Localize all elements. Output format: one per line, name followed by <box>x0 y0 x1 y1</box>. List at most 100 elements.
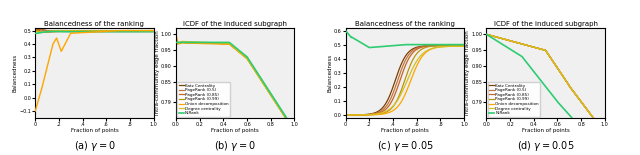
PageRank (0.85) <box>193 42 201 44</box>
PageRank (0.99) <box>172 43 180 45</box>
PageRank (0.5) <box>562 79 570 81</box>
Onion decomposition <box>483 33 490 35</box>
Line: Katz Centrality: Katz Centrality <box>486 34 605 133</box>
Line: N-Rank: N-Rank <box>176 42 294 130</box>
N-Rank <box>552 99 560 101</box>
PageRank (0.85) <box>262 85 269 87</box>
N-Rank <box>252 68 259 70</box>
Line: Onion decomposition: Onion decomposition <box>486 34 605 133</box>
PageRank (0.85) <box>562 79 570 81</box>
Line: PageRank (0.85): PageRank (0.85) <box>486 34 605 133</box>
PageRank (0.85) <box>552 65 560 67</box>
Onion decomposition <box>242 57 250 59</box>
Degree centrality <box>252 71 259 72</box>
Line: PageRank (0.99): PageRank (0.99) <box>486 34 605 133</box>
Line: PageRank (0.5): PageRank (0.5) <box>486 34 605 133</box>
PageRank (0.85) <box>178 41 186 43</box>
Degree centrality <box>203 41 211 43</box>
PageRank (0.5) <box>483 33 490 35</box>
N-Rank <box>483 33 490 35</box>
N-Rank <box>226 42 234 44</box>
PageRank (0.85) <box>172 43 180 45</box>
Title: ICDF of the induced subgraph: ICDF of the induced subgraph <box>493 21 598 27</box>
Degree centrality <box>193 41 201 43</box>
Katz Centrality <box>536 48 544 50</box>
Degree centrality <box>262 86 269 88</box>
N-Rank <box>572 121 579 123</box>
Legend: Katz Centrality, PageRank (0.5), PageRank (0.85), PageRank (0.99), Onion decompo: Katz Centrality, PageRank (0.5), PageRan… <box>488 82 540 117</box>
PageRank (0.5) <box>513 42 521 44</box>
Degree centrality <box>536 48 544 50</box>
Degree centrality <box>242 57 250 59</box>
N-Rank <box>203 41 211 43</box>
Degree centrality <box>483 33 490 35</box>
N-Rank <box>193 41 201 43</box>
PageRank (0.85) <box>226 43 234 45</box>
Katz Centrality <box>226 43 234 45</box>
Katz Centrality <box>483 33 490 35</box>
PageRank (0.99) <box>252 70 259 72</box>
PageRank (0.99) <box>552 65 560 67</box>
Onion decomposition <box>572 93 579 95</box>
Onion decomposition <box>172 33 180 35</box>
Katz Centrality <box>552 65 560 67</box>
PageRank (0.99) <box>483 33 490 35</box>
Y-axis label: Balancedness: Balancedness <box>13 54 18 92</box>
Onion decomposition <box>504 39 511 41</box>
Degree centrality <box>291 131 298 133</box>
PageRank (0.5) <box>178 41 186 43</box>
Text: (b) $\gamma = 0$: (b) $\gamma = 0$ <box>214 140 257 153</box>
Katz Centrality <box>178 41 186 43</box>
PageRank (0.85) <box>252 70 259 72</box>
Onion decomposition <box>193 42 201 44</box>
N-Rank <box>242 55 250 57</box>
PageRank (0.99) <box>504 39 511 41</box>
Line: Degree centrality: Degree centrality <box>486 34 605 133</box>
PageRank (0.5) <box>504 39 511 41</box>
Degree centrality <box>572 93 579 95</box>
Onion decomposition <box>291 130 298 132</box>
PageRank (0.99) <box>262 85 269 87</box>
Line: Katz Centrality: Katz Centrality <box>176 42 294 131</box>
Onion decomposition <box>261 85 269 87</box>
X-axis label: Fraction of points: Fraction of points <box>211 128 259 133</box>
Katz Centrality <box>513 42 521 44</box>
Line: PageRank (0.5): PageRank (0.5) <box>176 42 294 131</box>
PageRank (0.99) <box>203 42 211 44</box>
N-Rank <box>172 41 180 43</box>
PageRank (0.5) <box>252 70 259 72</box>
Y-axis label: Balancedness: Balancedness <box>327 54 332 92</box>
PageRank (0.99) <box>601 132 609 134</box>
Text: (d) $\gamma = 0.05$: (d) $\gamma = 0.05$ <box>517 140 575 153</box>
Katz Centrality <box>242 56 250 58</box>
Degree centrality <box>226 43 234 45</box>
Katz Centrality <box>193 42 201 44</box>
Title: Balancedness of the ranking: Balancedness of the ranking <box>44 21 145 27</box>
PageRank (0.99) <box>562 79 570 81</box>
PageRank (0.85) <box>536 48 544 50</box>
Katz Centrality <box>262 85 269 87</box>
Onion decomposition <box>252 70 259 72</box>
PageRank (0.99) <box>513 42 521 44</box>
Text: (c) $\gamma = 0.05$: (c) $\gamma = 0.05$ <box>377 140 433 153</box>
PageRank (0.85) <box>601 132 609 134</box>
Degree centrality <box>172 43 180 45</box>
PageRank (0.85) <box>483 33 490 35</box>
PageRank (0.99) <box>291 130 298 132</box>
PageRank (0.99) <box>226 43 234 45</box>
N-Rank <box>601 153 609 155</box>
Katz Centrality <box>601 132 609 134</box>
PageRank (0.5) <box>242 56 250 58</box>
PageRank (0.99) <box>242 56 250 58</box>
Katz Centrality <box>203 42 211 44</box>
Onion decomposition <box>536 48 544 50</box>
N-Rank <box>504 46 511 48</box>
Onion decomposition <box>552 65 560 67</box>
PageRank (0.85) <box>513 42 521 44</box>
PageRank (0.99) <box>178 41 186 43</box>
N-Rank <box>536 79 544 80</box>
X-axis label: Fraction of points: Fraction of points <box>70 128 118 133</box>
Degree centrality <box>513 42 521 44</box>
PageRank (0.5) <box>552 65 560 67</box>
Title: ICDF of the induced subgraph: ICDF of the induced subgraph <box>183 21 287 27</box>
